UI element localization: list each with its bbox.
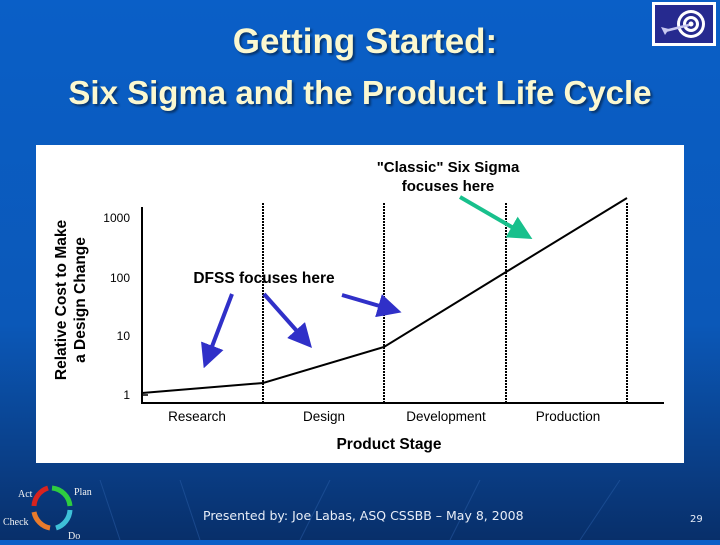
y-tick-100: 100 xyxy=(110,271,130,285)
x-category-research: Research xyxy=(168,409,226,424)
y-tick-1: 1 xyxy=(123,388,130,402)
page-number: 29 xyxy=(690,514,703,525)
y-tick-10: 10 xyxy=(117,329,131,343)
pdca-plan-label: Plan xyxy=(74,487,92,498)
stage-separators xyxy=(262,203,628,403)
slide-title: Getting Started: xyxy=(232,22,498,61)
classic-annotation-line1: "Classic" Six Sigma xyxy=(377,159,520,176)
chart-panel: 1000 100 10 1 Relative Cost to Make a De… xyxy=(36,145,684,463)
dfss-arrows xyxy=(201,292,402,369)
pdca-cycle-icon: Plan Do Check Act xyxy=(0,480,110,542)
x-category-production: Production xyxy=(536,409,601,424)
classic-arrow xyxy=(458,195,533,240)
pdca-act-label: Act xyxy=(18,489,33,500)
target-arrow-icon xyxy=(652,2,716,46)
y-axis-label-line1: Relative Cost to Make xyxy=(53,220,70,381)
y-tick-1000: 1000 xyxy=(103,211,130,225)
dfss-annotation: DFSS focuses here xyxy=(193,270,335,287)
cost-of-change-chart: 1000 100 10 1 Relative Cost to Make a De… xyxy=(53,159,664,453)
classic-annotation-line2: focuses here xyxy=(402,178,495,195)
cost-line xyxy=(141,197,628,394)
footer-presenter-text: Presented by: Joe Labas, ASQ CSSBB – May… xyxy=(203,508,524,523)
x-axis-label: Product Stage xyxy=(336,436,441,453)
slide-subtitle: Six Sigma and the Product Life Cycle xyxy=(68,74,652,111)
pdca-do-label: Do xyxy=(68,531,81,542)
footer-decoration xyxy=(99,480,621,540)
pdca-check-label: Check xyxy=(3,517,29,528)
x-category-design: Design xyxy=(303,409,345,424)
y-axis-label-line2: a Design Change xyxy=(72,237,89,363)
x-category-development: Development xyxy=(406,409,486,424)
